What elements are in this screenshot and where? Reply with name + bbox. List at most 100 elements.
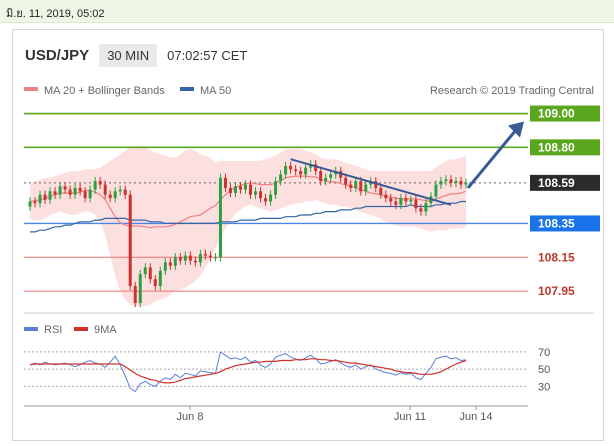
ma50-swatch [180,87,194,91]
candle-body-30 [178,257,182,261]
candle-body-3 [43,194,47,200]
candles [28,160,468,308]
candle-body-9 [73,187,77,195]
candle-body-45 [254,191,258,195]
bollinger-band [30,145,466,307]
chart-header: USD/JPY 30 MIN 07:02:57 CET [25,42,247,68]
candle-body-14 [98,181,102,185]
ma9-legend-label: 9MA [94,324,117,336]
candle-body-10 [78,187,82,192]
rsi-tick-1: 50 [538,364,550,376]
candle-body-53 [294,169,298,172]
candle-body-40 [228,187,232,194]
candle-body-29 [173,257,177,266]
candle-body-13 [93,181,97,190]
candle-body-50 [279,174,283,182]
candle-body-23 [143,267,147,275]
candle-body-5 [53,191,57,195]
level-label-2: 108.59 [538,176,575,190]
candle-body-35 [203,253,207,256]
candle-body-34 [198,253,202,263]
candle-body-72 [389,198,393,202]
candle-body-39 [223,177,227,188]
candle-body-1 [33,201,37,204]
candle-body-12 [88,189,92,199]
candle-body-21 [133,286,137,303]
candle-body-49 [274,181,278,195]
rsi-line [29,351,467,393]
rsi-ma9-line [29,358,467,384]
candle-body-18 [118,189,122,192]
candle-body-36 [208,255,212,258]
top-bar: มิ.ย. 11, 2019, 05:02 [0,0,614,23]
candle-body-20 [128,194,132,287]
candle-body-2 [38,194,42,204]
candle-body-22 [138,274,142,303]
ma20-line [29,175,467,229]
x-axis-ticks: Jun 8 Jun 11 Jun 14 [177,406,493,423]
ma50-line [30,200,466,233]
candle-body-42 [238,186,242,190]
legend-ma20: MA 20 + Bollinger Bands [44,85,165,97]
candle-body-0 [28,201,32,207]
candle-body-76 [409,199,413,202]
candle-body-19 [123,189,127,195]
candle-body-47 [264,198,268,202]
candle-body-57 [314,164,318,172]
candle-body-37 [213,257,217,259]
rsi-tick-2: 30 [538,381,550,393]
candle-body-26 [158,270,162,287]
candle-body-58 [319,171,323,182]
candle-body-38 [218,177,222,258]
rsi-swatch [24,327,38,331]
datetime-label: มิ.ย. 11, 2019, 05:02 [6,8,105,20]
candle-body-24 [148,267,152,280]
legend: MA 20 + Bollinger Bands MA 50 Research ©… [24,85,594,97]
bollinger-band-fill [30,145,466,307]
candle-body-31 [183,255,187,261]
candle-body-59 [324,177,328,182]
candle-body-84 [449,179,453,183]
level-labels: 109.00 108.80 108.59 108.35 108.15 107.95 [530,105,600,298]
ma20-swatch [24,87,38,91]
candle-body-81 [434,184,438,197]
candle-body-28 [168,262,172,266]
candle-body-82 [439,181,443,185]
candle-body-73 [394,201,398,205]
candle-body-11 [83,191,87,199]
trendline [290,121,524,206]
candle-body-27 [163,262,167,271]
candle-body-6 [58,186,62,195]
level-box-1 [530,139,600,156]
target-arrow-shaft [466,126,520,189]
resistance-trendline [290,158,452,206]
x-tick-label-0: Jun 8 [177,411,204,423]
candle-body-64 [349,184,353,188]
candle-body-15 [103,184,107,195]
target-arrow-head [508,121,524,138]
candle-body-44 [249,184,253,195]
candle-body-79 [424,203,428,212]
candle-body-83 [444,179,448,182]
candle-body-8 [68,189,72,195]
candle-body-78 [419,208,423,212]
candle-body-69 [374,181,378,188]
candle-body-32 [188,255,192,261]
timeframe-button[interactable]: 30 MIN [99,43,158,67]
level-box-2 [530,174,600,191]
moving-averages [29,175,467,233]
candle-body-33 [193,260,197,263]
candle-body-85 [454,181,458,183]
candle-body-4 [48,191,52,200]
candle-body-54 [299,171,303,175]
level-label-1: 108.80 [538,140,575,154]
pair-label: USD/JPY [25,46,90,64]
ma9-swatch [74,327,88,331]
rsi-legend-label: RSI [44,324,62,336]
candle-body-70 [379,187,383,195]
candle-body-16 [108,194,112,199]
candle-body-48 [269,194,273,202]
level-box-3 [530,215,600,232]
rsi-tick-0: 70 [538,347,550,359]
